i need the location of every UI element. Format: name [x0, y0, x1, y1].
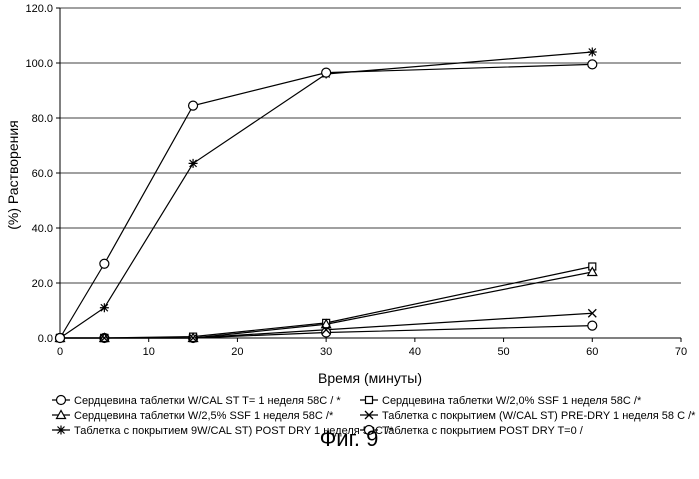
point-s5-0 [56, 334, 65, 343]
x-tick-label-4: 40 [409, 346, 421, 358]
x-tick-label-1: 10 [143, 346, 155, 358]
legend-label-3: Таблетка с покрытием (W/CAL ST) PRE-DRY … [382, 410, 696, 422]
series-markers [56, 48, 597, 343]
y-tick-label-0: 0.0 [38, 333, 53, 345]
point-s5-2 [189, 101, 198, 110]
y-tick-label-4: 80.0 [32, 113, 53, 125]
x-tick-label-7: 70 [675, 346, 687, 358]
grid-lines [56, 8, 681, 338]
figure-caption: Фиг. 9 [320, 426, 379, 451]
series-line-5 [60, 64, 592, 338]
point-s5-4 [588, 60, 597, 69]
legend-label-0: Сердцевина таблетки W/CAL ST T= 1 неделя… [74, 395, 341, 407]
point-s5-1 [100, 259, 109, 268]
point-s4-1 [100, 303, 109, 312]
x-tick-label-6: 60 [586, 346, 598, 358]
y-tick-label-1: 20.0 [32, 278, 53, 290]
x-tick-label-3: 30 [320, 346, 332, 358]
y-tick-label-6: 120.0 [25, 3, 53, 15]
legend-label-2: Сердцевина таблетки W/2,5% SSF 1 неделя … [74, 410, 334, 422]
legend-label-5: Таблетка с покрытием POST DRY T=0 / [382, 425, 584, 437]
y-tick-labels: 0.0 20.0 40.0 60.0 80.0 100.0 120.0 [25, 3, 53, 345]
y-tick-label-2: 40.0 [32, 223, 53, 235]
y-tick-label-5: 100.0 [25, 58, 53, 70]
legend-marker-4 [57, 426, 66, 435]
point-s4-4 [588, 48, 597, 57]
y-axis-label: (%) Растворения [5, 120, 21, 230]
legend-marker-1 [366, 397, 373, 404]
legend-label-1: Сердцевина таблетки W/2,0% SSF 1 неделя … [382, 395, 642, 407]
x-tick-label-2: 20 [231, 346, 243, 358]
axes [60, 8, 681, 342]
point-s5-3 [322, 68, 331, 77]
x-tick-labels: 0 10 20 30 40 50 60 70 [57, 346, 687, 358]
series-lines [60, 52, 592, 338]
point-s0-4 [588, 321, 597, 330]
series-line-4 [60, 52, 592, 338]
x-tick-label-5: 50 [497, 346, 509, 358]
y-tick-label-3: 60.0 [32, 168, 53, 180]
x-tick-label-0: 0 [57, 346, 63, 358]
x-axis-label: Время (минуты) [318, 370, 422, 386]
legend-marker-0 [57, 396, 66, 405]
point-s4-2 [189, 159, 198, 168]
